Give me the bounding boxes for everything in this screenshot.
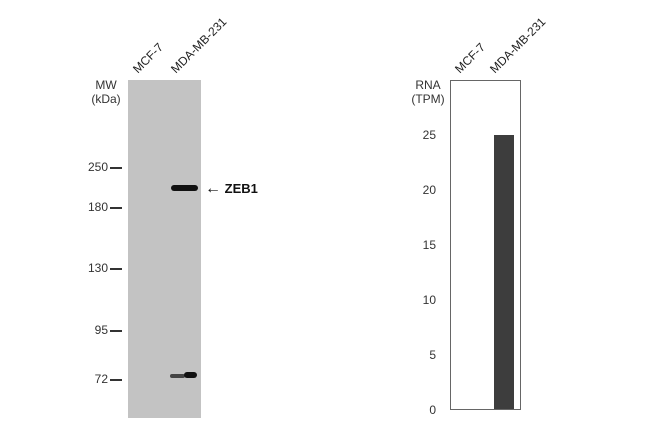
left-arrow-icon: ←	[205, 180, 221, 197]
mw-header: MW (kDa)	[86, 78, 126, 106]
rna-axis-title-line2: (TPM)	[411, 92, 445, 106]
mw-label-180: 180	[87, 200, 108, 214]
mw-label-95: 95	[94, 323, 108, 337]
mw-tick-72	[110, 379, 122, 381]
zeb1-label: ZEB1	[224, 181, 258, 196]
mw-label-72: 72	[94, 372, 108, 386]
rna-bar-mda-mb-231	[494, 134, 514, 409]
rna-y-tick-label: 5	[429, 348, 436, 362]
mw-tick-95	[110, 330, 122, 332]
zeb1-band	[171, 185, 198, 191]
rna-y-tick-label: 20	[422, 183, 436, 197]
rna-y-tick-label: 0	[429, 403, 436, 417]
zeb1-annotation: ← ZEB1	[205, 180, 258, 198]
rna-y-tick-label: 25	[422, 128, 436, 142]
rna-y-tick-label: 10	[422, 293, 436, 307]
mw-label-130: 130	[87, 261, 108, 275]
rna-axis-title: RNA (TPM)	[406, 78, 450, 106]
rna-category-mda-mb-231: MDA-MB-231	[487, 14, 549, 76]
mw-header-line2: (kDa)	[91, 92, 121, 106]
lower-band	[184, 372, 197, 378]
lane-label-mda-mb-231: MDA-MB-231	[168, 14, 230, 76]
blot-membrane	[128, 80, 201, 418]
mw-tick-180	[110, 207, 122, 209]
mw-header-line1: MW	[95, 78, 117, 92]
rna-category-mcf7: MCF-7	[452, 40, 488, 76]
mw-label-250: 250	[87, 160, 108, 174]
lane-label-mcf7: MCF-7	[130, 40, 166, 76]
mw-tick-250	[110, 167, 122, 169]
rna-axis-title-line1: RNA	[415, 78, 441, 92]
mw-tick-130	[110, 268, 122, 270]
rna-y-tick-label: 15	[422, 238, 436, 252]
lower-band-faint	[170, 374, 185, 378]
rna-plot-frame	[450, 80, 521, 410]
